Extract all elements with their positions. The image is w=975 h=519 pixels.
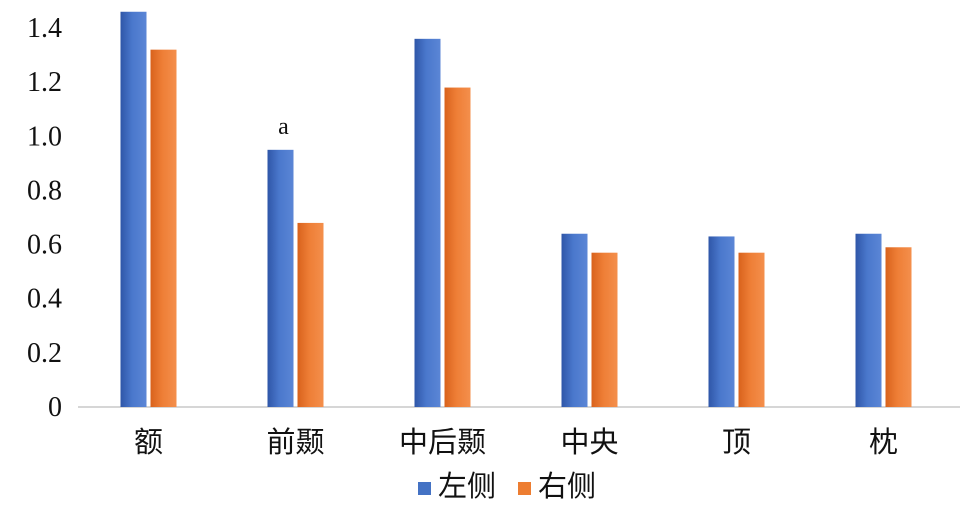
y-tick-label: 0.8: [27, 175, 62, 206]
legend-label-left: 左侧: [438, 469, 496, 503]
bar-left-0: [120, 11, 147, 408]
legend-swatch-right: [518, 482, 531, 495]
bars: [120, 11, 912, 408]
x-category-label: 额: [134, 425, 163, 459]
bar-right-3: [591, 252, 618, 407]
x-category-label: 枕: [869, 425, 898, 459]
x-axis-category-labels: 额 前颞 中后颞 中央 顶 枕: [134, 425, 898, 459]
bar-right-2: [444, 87, 471, 408]
bar-left-3: [561, 233, 588, 407]
y-tick-label: 0: [48, 392, 62, 423]
y-tick-label: 0.6: [27, 230, 62, 261]
bar-annotation: a: [278, 114, 289, 140]
y-tick-label: 1.0: [27, 121, 62, 152]
legend: 左侧 右侧: [418, 469, 596, 503]
x-category-label: 中央: [560, 425, 618, 459]
y-tick-label: 1.2: [27, 67, 62, 98]
bar-left-4: [708, 236, 735, 407]
y-tick-label: 0.2: [27, 338, 62, 369]
bar-right-0: [150, 49, 177, 408]
y-tick-label: 1.4: [27, 13, 62, 44]
x-category-label: 中后颞: [399, 425, 486, 459]
bar-left-5: [855, 233, 882, 407]
legend-label-right: 右侧: [538, 469, 596, 503]
bar-left-2: [414, 38, 441, 407]
x-category-label: 前颞: [266, 425, 324, 459]
bar-right-1: [297, 222, 324, 407]
x-category-label: 顶: [722, 425, 751, 459]
y-tick-label: 0.4: [27, 284, 62, 315]
y-axis-tick-labels: 0 0.2 0.4 0.6 0.8 1.0 1.2 1.4: [27, 13, 62, 423]
bar-left-1: [267, 149, 294, 408]
bar-right-4: [738, 252, 765, 407]
bar-right-5: [885, 247, 912, 407]
legend-swatch-left: [418, 482, 431, 495]
annotations: a: [278, 114, 289, 140]
